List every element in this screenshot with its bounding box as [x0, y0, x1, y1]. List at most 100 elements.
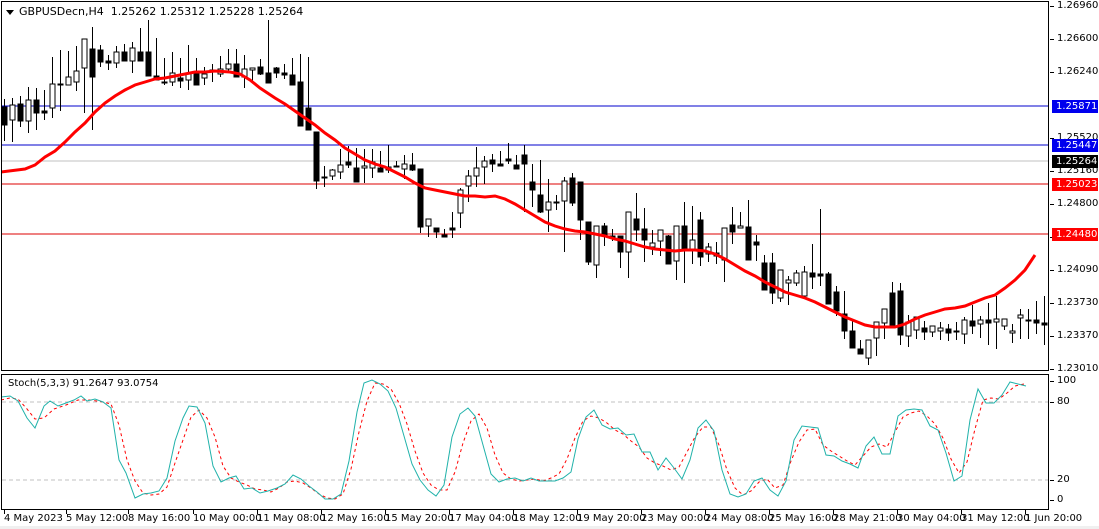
time-label: 8 May 16:00: [128, 513, 191, 524]
time-label: 24 May 08:00: [705, 513, 774, 524]
bear-candle: [2, 106, 8, 126]
bear-candle: [617, 235, 624, 253]
bull-candle: [81, 38, 88, 69]
bull-candle: [865, 339, 872, 359]
bear-candle: [945, 328, 952, 334]
stoch-tick: [1050, 500, 1054, 501]
price-label: 1.26960: [1057, 0, 1099, 11]
bull-candle: [961, 319, 968, 335]
time-tick: [66, 510, 67, 514]
bear-candle: [769, 262, 776, 294]
bull-candle: [977, 319, 984, 325]
bear-candle: [105, 60, 112, 64]
bull-candle: [329, 169, 336, 177]
stochastic-label: Stoch(5,3,3) 91.2647 93.0754: [8, 378, 159, 389]
bear-candle: [985, 319, 992, 324]
time-label: 30 May 04:00: [897, 513, 966, 524]
bear-candle: [393, 165, 400, 168]
bull-candle: [337, 164, 344, 173]
bear-candle: [825, 273, 832, 305]
time-label: 18 May 12:00: [513, 513, 582, 524]
bull-candle: [881, 308, 888, 324]
price-tick: [1050, 72, 1054, 73]
bear-candle: [353, 167, 360, 183]
bear-candle: [137, 51, 144, 62]
bear-candle: [313, 131, 320, 182]
bear-candle: [417, 168, 424, 228]
bear-candle: [969, 320, 976, 327]
time-label: 11 May 08:00: [257, 513, 326, 524]
time-label: 4 May 2023: [4, 513, 63, 524]
bull-candle: [801, 271, 808, 297]
bear-candle: [817, 273, 824, 277]
bull-candle: [937, 327, 944, 332]
bear-candle: [537, 194, 544, 213]
price-label: 1.24090: [1057, 264, 1099, 275]
time-label: 25 May 16:00: [769, 513, 838, 524]
bear-candle: [409, 164, 416, 171]
stoch-tick: [1050, 402, 1054, 403]
bull-candle: [1017, 314, 1024, 319]
bear-candle: [809, 272, 816, 278]
bull-candle: [65, 76, 72, 86]
bear-candle: [57, 83, 64, 86]
price-tick: [1050, 171, 1054, 172]
stochastic-panel[interactable]: Stoch(5,3,3) 91.2647 93.0754: [1, 374, 1049, 510]
time-tick: [449, 510, 450, 514]
time-label: 12 May 16:00: [321, 513, 390, 524]
price-tick: [1050, 39, 1054, 40]
bull-candle: [625, 211, 632, 253]
chart-title: GBPUSDecn,H4 1.25262 1.25312 1.25228 1.2…: [6, 5, 303, 18]
price-tick: [1050, 270, 1054, 271]
time-tick: [128, 510, 129, 514]
time-label: 5 May 12:00: [66, 513, 129, 524]
price-tag: 1.25264: [1052, 155, 1098, 168]
price-tick: [1050, 336, 1054, 337]
time-tick: [193, 510, 194, 514]
price-label: 1.23370: [1057, 330, 1099, 341]
price-label: 1.25160: [1057, 165, 1099, 176]
bull-candle: [929, 325, 936, 333]
symbol-label: GBPUSDecn,H4: [19, 5, 104, 18]
bull-candle: [777, 269, 784, 299]
price-label: 1.23730: [1057, 297, 1099, 308]
time-label: 15 May 20:00: [385, 513, 454, 524]
price-axis[interactable]: 1.26960 1.26600 1.26240 1.25520 1.25160 1.248…: [1050, 0, 1099, 529]
time-label: 1 Jun 20:00: [1025, 513, 1083, 524]
time-label: 31 May 12:00: [961, 513, 1030, 524]
time-tick: [833, 510, 834, 514]
time-tick: [897, 510, 898, 514]
bear-candle: [193, 72, 200, 86]
time-label: 19 May 20:00: [577, 513, 646, 524]
ohlc-values: 1.25262 1.25312 1.25228 1.25264: [110, 5, 304, 18]
time-label: 17 May 04:00: [449, 513, 518, 524]
bull-candle: [873, 321, 880, 339]
price-label: 1.24800: [1057, 198, 1099, 209]
bear-candle: [265, 72, 272, 84]
bull-candle: [593, 225, 600, 266]
time-label: 23 May 00:00: [641, 513, 710, 524]
bear-candle: [297, 81, 304, 127]
collapse-triangle-icon[interactable]: [6, 9, 14, 15]
bull-candle: [737, 225, 744, 229]
bull-candle: [225, 63, 232, 70]
bull-candle: [401, 163, 408, 170]
stochastic-chart: [2, 379, 1048, 500]
bear-candle: [761, 262, 768, 291]
bear-candle: [433, 227, 440, 233]
time-axis[interactable]: 4 May 2023 5 May 12:00 8 May 16:00 10 May 0…: [0, 510, 1099, 529]
bear-candle: [921, 327, 928, 333]
bull-candle: [1009, 330, 1016, 334]
time-tick: [705, 510, 706, 514]
price-tick: [1050, 6, 1054, 7]
bull-candle: [73, 70, 80, 83]
bear-candle: [601, 225, 608, 236]
bull-candle: [657, 229, 664, 242]
price-tag: 1.25023: [1052, 178, 1098, 191]
bear-candle: [729, 224, 736, 233]
bear-candle: [681, 225, 688, 251]
price-chart-panel[interactable]: GBPUSDecn,H4 1.25262 1.25312 1.25228 1.2…: [1, 1, 1049, 371]
candlestick-chart: [2, 20, 1048, 365]
bear-candle: [857, 348, 864, 355]
time-tick: [4, 510, 5, 514]
